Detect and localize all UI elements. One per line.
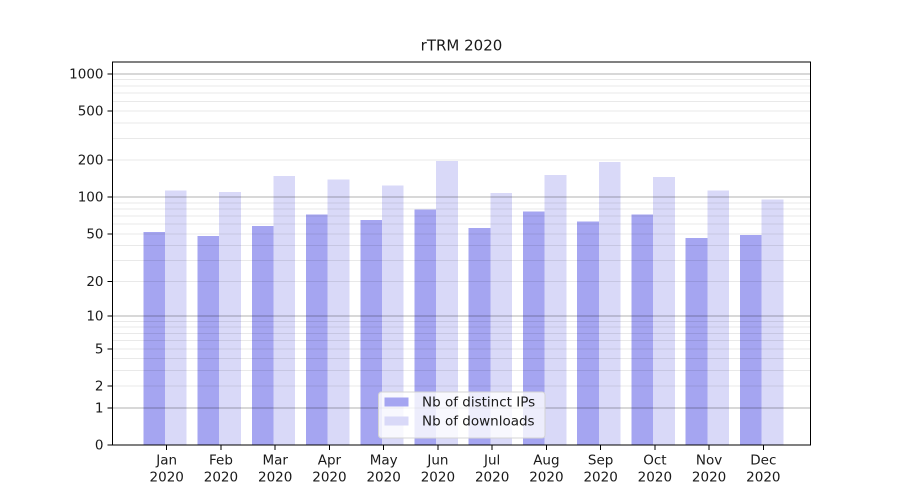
bar-distinct-ips-jun xyxy=(414,209,437,445)
x-tick-label-year: 2020 xyxy=(529,470,563,486)
bar-downloads-may xyxy=(381,185,404,445)
legend-swatch-distinct-ips xyxy=(384,397,409,407)
bar-downloads-dec xyxy=(761,199,784,445)
x-tick-label-month: Oct xyxy=(643,453,666,469)
bar-distinct-ips-jul xyxy=(468,227,491,445)
x-tick-label-year: 2020 xyxy=(475,470,509,486)
bar-distinct-ips-dec xyxy=(739,234,762,445)
x-tick-label-year: 2020 xyxy=(746,470,780,486)
y-tick-label: 10 xyxy=(86,309,103,325)
x-tick-label-month: Apr xyxy=(318,453,342,469)
legend-label-downloads: Nb of downloads xyxy=(422,414,535,430)
y-tick-label: 1000 xyxy=(69,66,103,82)
bar-distinct-ips-nov xyxy=(685,238,708,445)
bar-downloads-feb xyxy=(219,192,241,445)
legend-box xyxy=(378,391,546,439)
legend: Nb of distinct IPs Nb of downloads xyxy=(378,391,546,439)
bar-distinct-ips-oct xyxy=(631,214,654,445)
y-tick-label: 20 xyxy=(86,274,103,290)
y-tick-label: 100 xyxy=(78,190,104,206)
chart-title: rTRM 2020 xyxy=(421,37,503,55)
bar-downloads-oct xyxy=(653,176,675,446)
x-tick-label-year: 2020 xyxy=(692,470,726,486)
y-tick-label: 0 xyxy=(95,438,104,454)
x-tick-label-year: 2020 xyxy=(421,470,455,486)
y-tick-label: 500 xyxy=(78,104,104,120)
x-tick-label-year: 2020 xyxy=(638,470,672,486)
x-tick-label-year: 2020 xyxy=(366,470,400,486)
x-tick-label-month: May xyxy=(370,453,398,469)
x-tick-label-month: Aug xyxy=(533,453,559,469)
bar-downloads-jul xyxy=(490,193,513,445)
bars-layer xyxy=(143,161,784,446)
legend-swatch-downloads xyxy=(384,416,409,426)
bar-downloads-sep xyxy=(598,161,621,445)
axes xyxy=(107,61,811,450)
plot-border xyxy=(112,61,811,446)
x-tick-label-year: 2020 xyxy=(204,470,238,486)
bar-distinct-ips-apr xyxy=(306,214,328,445)
x-tick-label-month: Jul xyxy=(483,453,500,469)
bar-downloads-aug xyxy=(544,174,567,445)
bar-distinct-ips-sep xyxy=(577,221,599,445)
x-tick-label-month: Jan xyxy=(155,453,177,469)
x-tick-label-month: Mar xyxy=(262,453,288,469)
axis-labels: 01251020501002005001000Jan2020Feb2020Mar… xyxy=(69,66,780,485)
y-tick-label: 50 xyxy=(86,226,103,242)
x-tick-label-month: Feb xyxy=(209,453,233,469)
y-tick-label: 200 xyxy=(78,153,104,169)
legend-label-distinct-ips: Nb of distinct IPs xyxy=(422,395,535,411)
x-tick-label-year: 2020 xyxy=(312,470,346,486)
bar-distinct-ips-aug xyxy=(522,211,545,445)
y-tick-label: 5 xyxy=(95,341,104,357)
x-tick-label-month: Sep xyxy=(588,453,613,469)
bar-distinct-ips-may xyxy=(360,220,382,445)
y-tick-label: 2 xyxy=(95,379,104,395)
bar-downloads-jun xyxy=(436,161,458,445)
x-tick-label-year: 2020 xyxy=(150,470,184,486)
bar-distinct-ips-jan xyxy=(143,231,165,445)
x-tick-label-month: Dec xyxy=(750,453,776,469)
bar-distinct-ips-mar xyxy=(251,226,274,445)
x-tick-label-month: Jun xyxy=(426,453,448,469)
bar-downloads-mar xyxy=(273,175,296,445)
x-tick-label-year: 2020 xyxy=(583,470,617,486)
y-tick-label: 1 xyxy=(95,400,104,416)
bar-downloads-apr xyxy=(327,179,350,446)
bar-downloads-jan xyxy=(165,190,187,445)
gridlines xyxy=(112,73,811,409)
bar-distinct-ips-feb xyxy=(197,235,220,445)
x-tick-label-month: Nov xyxy=(696,453,722,469)
bar-downloads-nov xyxy=(707,190,730,445)
x-tick-label-year: 2020 xyxy=(258,470,292,486)
